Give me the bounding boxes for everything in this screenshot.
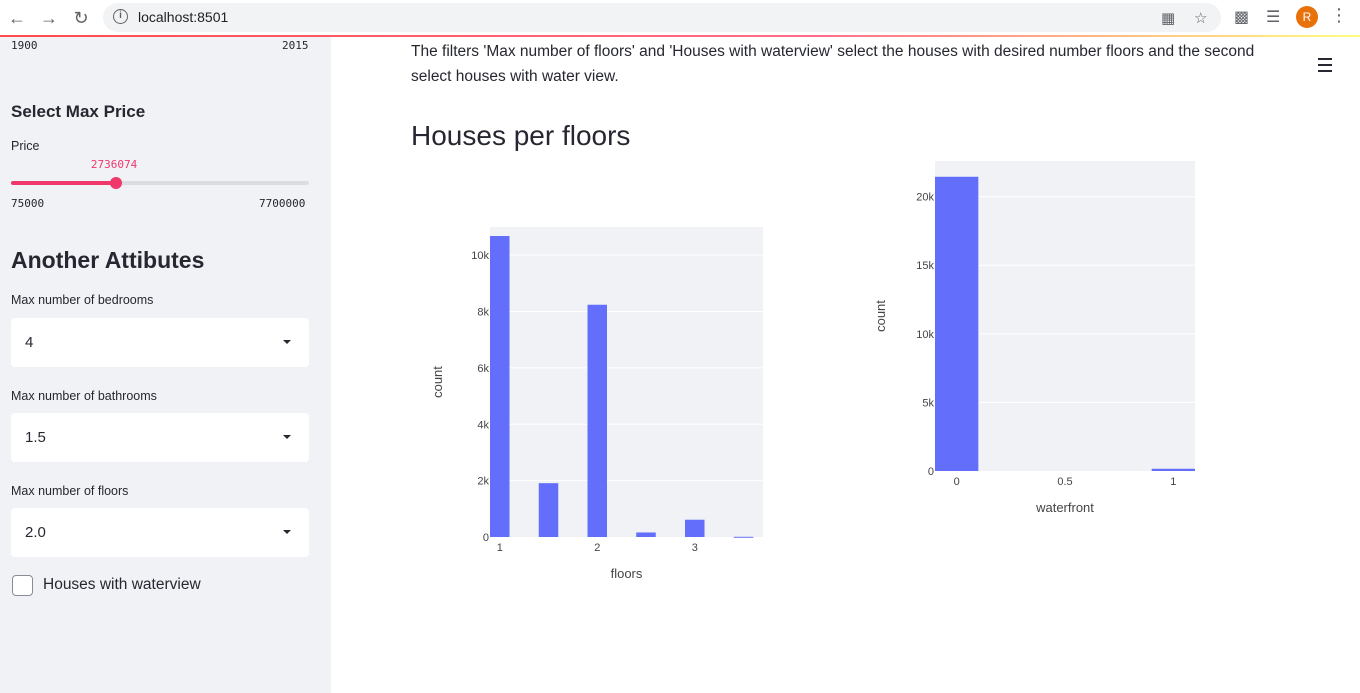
browser-toolbar: ← → ↻ i localhost:8501 ▦ ☆ ▩ ☰ R ⋮ <box>0 0 1360 36</box>
x-tick-label: 0 <box>954 476 960 488</box>
y-tick-label: 8k <box>477 307 489 319</box>
profile-avatar[interactable]: R <box>1296 6 1318 28</box>
waterview-checkbox[interactable] <box>12 575 33 596</box>
price-label: Price <box>11 139 40 153</box>
y-tick-label: 10k <box>916 329 934 341</box>
y-tick-label: 5k <box>922 397 934 409</box>
x-tick-label: 0.5 <box>1057 476 1072 488</box>
bar <box>935 176 979 471</box>
y-tick-label: 10k <box>471 250 489 262</box>
bathrooms-select[interactable]: 1.5 <box>11 413 309 462</box>
year-slider-max: 2015 <box>282 39 309 52</box>
y-axis-title: count <box>873 300 888 332</box>
waterview-label[interactable]: Houses with waterview <box>43 576 201 593</box>
address-bar[interactable]: i localhost:8501 ▦ ☆ <box>103 3 1221 32</box>
bedrooms-label: Max number of bedrooms <box>11 293 154 307</box>
bar <box>490 236 510 537</box>
y-tick-label: 20k <box>916 192 934 204</box>
bar <box>587 304 607 537</box>
browser-menu-icon[interactable]: ⋮ <box>1330 5 1348 25</box>
bedrooms-select-value[interactable]: 4 <box>25 334 34 351</box>
x-tick-label: 3 <box>692 542 698 554</box>
sidebar: 1900 2015 Select Max Price Price 2736074… <box>0 37 331 693</box>
y-axis-title: count <box>430 366 445 398</box>
y-tick-label: 15k <box>916 260 934 272</box>
y-tick-label: 4k <box>477 419 489 431</box>
x-tick-label: 1 <box>497 542 503 554</box>
x-tick-label: 2 <box>594 542 600 554</box>
app-decoration-bar <box>0 35 1360 37</box>
bar <box>685 519 705 537</box>
x-tick-label: 1 <box>1170 476 1176 488</box>
chevron-down-icon[interactable] <box>283 530 291 534</box>
plot-area <box>935 161 1195 471</box>
x-axis-title: floors <box>611 566 643 581</box>
bar <box>1151 468 1195 471</box>
price-section-title: Select Max Price <box>11 102 146 121</box>
chevron-down-icon[interactable] <box>283 435 291 439</box>
x-axis-title: waterfront <box>1035 500 1094 515</box>
back-arrow-icon[interactable]: ← <box>8 7 26 28</box>
y-tick-label: 0 <box>483 532 489 544</box>
y-tick-label: 2k <box>477 476 489 488</box>
price-slider-min: 75000 <box>11 197 45 210</box>
floors-select[interactable]: 2.0 <box>11 508 309 557</box>
price-slider-fill <box>11 181 116 185</box>
extensions-puzzle-icon[interactable]: ▩ <box>1234 9 1250 26</box>
reload-icon[interactable]: ↻ <box>73 7 89 28</box>
bathrooms-label: Max number of bathrooms <box>11 389 157 403</box>
address-url[interactable]: localhost:8501 <box>138 9 229 25</box>
year-slider-min: 1900 <box>11 39 38 52</box>
site-info-icon[interactable]: i <box>113 9 128 24</box>
bar <box>538 483 559 537</box>
floors-label: Max number of floors <box>11 484 129 498</box>
media-queue-icon[interactable]: ☰ <box>1266 9 1281 26</box>
floors-select-value[interactable]: 2.0 <box>25 524 46 541</box>
bathrooms-select-value[interactable]: 1.5 <box>25 429 46 446</box>
plot-area <box>490 227 763 537</box>
bar <box>636 532 656 537</box>
y-tick-label: 0 <box>928 466 934 478</box>
bookmark-star-icon[interactable]: ☆ <box>1194 10 1208 27</box>
y-tick-label: 6k <box>477 363 489 375</box>
hamburger-menu-icon[interactable] <box>1318 58 1332 76</box>
chevron-down-icon[interactable] <box>283 340 291 344</box>
translate-icon[interactable]: ▦ <box>1161 10 1176 27</box>
forward-arrow-icon[interactable]: → <box>40 7 58 28</box>
page-title: Houses per floors <box>411 120 631 151</box>
price-slider-max: 7700000 <box>259 197 306 210</box>
filters-description: The filters 'Max number of floors' and '… <box>411 43 1255 85</box>
bedrooms-select[interactable]: 4 <box>11 318 309 367</box>
bar <box>733 536 754 538</box>
price-slider-value: 2736074 <box>90 158 138 171</box>
price-slider-thumb[interactable] <box>109 177 122 189</box>
price-slider-track[interactable] <box>11 177 309 189</box>
attributes-title: Another Attibutes <box>11 247 205 273</box>
